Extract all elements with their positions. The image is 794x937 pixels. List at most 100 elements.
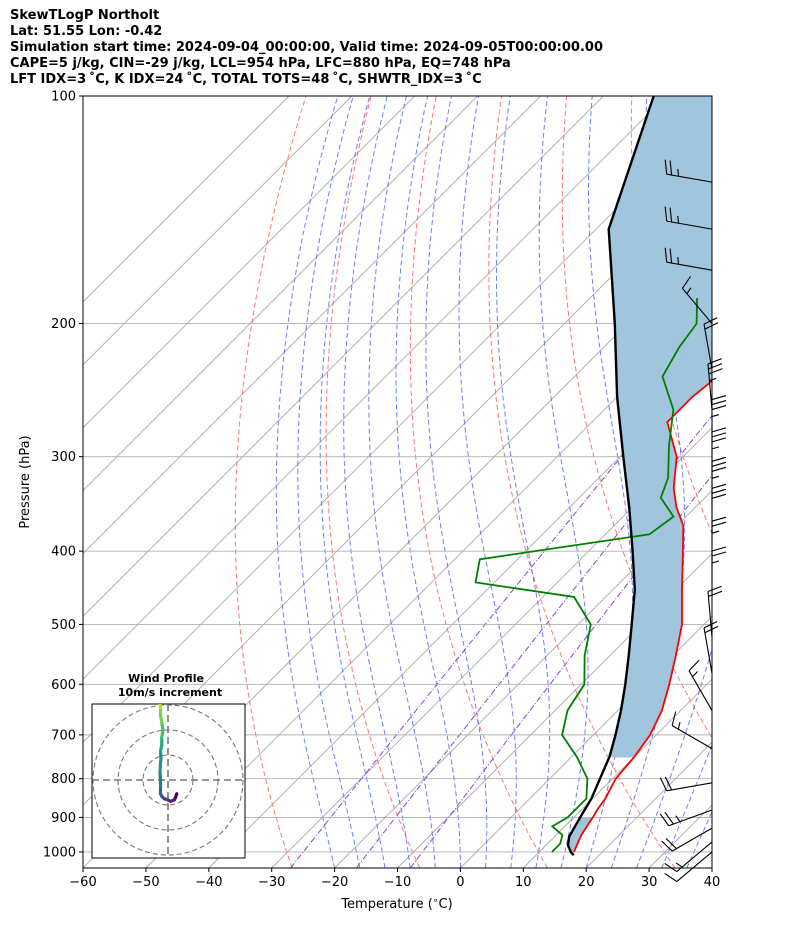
barb-feather	[711, 483, 727, 489]
isotherm	[145, 301, 712, 868]
wind-barb	[703, 317, 719, 370]
wind-barb	[671, 711, 713, 750]
barb-staff	[666, 782, 713, 792]
y-tick-label: 500	[51, 618, 76, 633]
barb-staff	[666, 173, 713, 183]
isotherm	[83, 96, 667, 680]
barb-feather	[664, 872, 678, 883]
x-tick-label: −50	[132, 875, 159, 890]
isotherm	[83, 96, 604, 618]
isotherm	[271, 427, 712, 868]
x-tick-label: 20	[578, 875, 595, 890]
barb-feather	[711, 395, 727, 401]
hodograph-segment	[158, 704, 163, 710]
barb-feather	[711, 551, 727, 557]
wind-barb	[664, 206, 713, 230]
cape-area	[608, 96, 712, 758]
barb-staff	[703, 627, 713, 674]
moist-adiabat	[297, 96, 361, 868]
barb-feather	[711, 466, 727, 472]
hodograph-title: Wind Profile	[128, 672, 204, 685]
dry-adiabat	[409, 96, 548, 868]
barb-feather	[707, 585, 722, 592]
wind-barb	[681, 275, 713, 324]
barb-half-feather	[711, 530, 720, 534]
wind-barb	[659, 776, 713, 792]
cape-line: CAPE=5 j/kg, CIN=-29 j/kg, LCL=954 hPa, …	[10, 56, 511, 71]
isotherm	[83, 96, 416, 429]
barb-feather	[703, 620, 718, 629]
hodograph-subtitle: 10m/s increment	[118, 686, 222, 699]
barb-feather	[659, 813, 670, 827]
barb-feather	[711, 546, 727, 552]
wind-barbs	[659, 159, 727, 883]
barb-feather	[711, 488, 727, 494]
barb-half-feather	[711, 414, 720, 418]
x-tick-label: 10	[515, 875, 532, 890]
barb-staff	[666, 220, 713, 230]
barb-feather	[711, 456, 727, 462]
barb-feather	[671, 711, 677, 726]
y-tick-label: 900	[51, 811, 76, 826]
barb-feather	[708, 590, 723, 597]
x-tick-label: −60	[69, 875, 96, 890]
isotherm	[334, 489, 712, 868]
isotherm	[83, 96, 290, 303]
wind-barb	[711, 456, 727, 508]
barb-feather	[708, 363, 723, 370]
barb-feather	[711, 461, 727, 467]
dry-adiabat	[561, 96, 712, 739]
barb-staff	[707, 363, 713, 410]
barb-feather	[669, 160, 673, 176]
barb-half-feather	[677, 215, 680, 224]
barb-feather	[711, 400, 727, 406]
wind-barb	[664, 841, 713, 873]
moist-adiabat	[711, 866, 712, 868]
barb-staff	[671, 725, 713, 750]
wind-barb	[659, 809, 713, 827]
barb-staff	[671, 827, 713, 852]
moist-adiabat	[275, 96, 339, 868]
barb-half-feather	[686, 287, 692, 295]
dry-adiabat	[325, 96, 421, 868]
barb-feather	[665, 838, 677, 850]
barb-feather	[707, 358, 722, 365]
wind-barb	[711, 516, 727, 568]
barb-staff	[666, 261, 713, 271]
barb-feather	[664, 811, 674, 825]
wind-barb	[703, 620, 719, 674]
chart-header: SkewTLogP Northolt Lat: 51.55 Lon: -0.42…	[10, 8, 603, 88]
barb-half-feather	[677, 168, 680, 177]
y-tick-label: 100	[51, 90, 76, 105]
x-tick-label: −30	[258, 875, 285, 890]
x-tick-label: 0	[456, 875, 464, 890]
barb-feather	[704, 625, 719, 634]
barb-half-feather	[675, 862, 683, 868]
y-tick-label: 800	[51, 772, 76, 787]
wind-barb	[664, 159, 713, 183]
series-layer	[474, 96, 712, 857]
moist-adiabat	[368, 96, 436, 868]
barb-feather	[661, 840, 673, 852]
x-tick-label: 30	[641, 875, 658, 890]
barb-staff	[682, 287, 713, 324]
x-tick-label: −10	[384, 875, 411, 890]
moist-adiabat	[636, 647, 712, 868]
barb-feather	[711, 432, 727, 438]
time-line: Simulation start time: 2024-09-04_00:00:…	[10, 40, 603, 55]
mixing-ratio-line	[290, 344, 712, 868]
barb-staff	[676, 851, 713, 882]
isotherm	[83, 112, 712, 743]
chart-title: SkewTLogP Northolt	[10, 8, 160, 23]
wind-barb	[707, 358, 723, 410]
barb-half-feather	[675, 815, 681, 822]
isotherm	[83, 96, 353, 366]
y-tick-label: 400	[51, 545, 76, 560]
barb-staff	[688, 670, 713, 711]
x-tick-label: −20	[321, 875, 348, 890]
barb-feather	[703, 317, 718, 325]
barb-feather	[664, 206, 668, 222]
barb-feather	[711, 493, 727, 499]
wind-barb	[711, 546, 727, 598]
